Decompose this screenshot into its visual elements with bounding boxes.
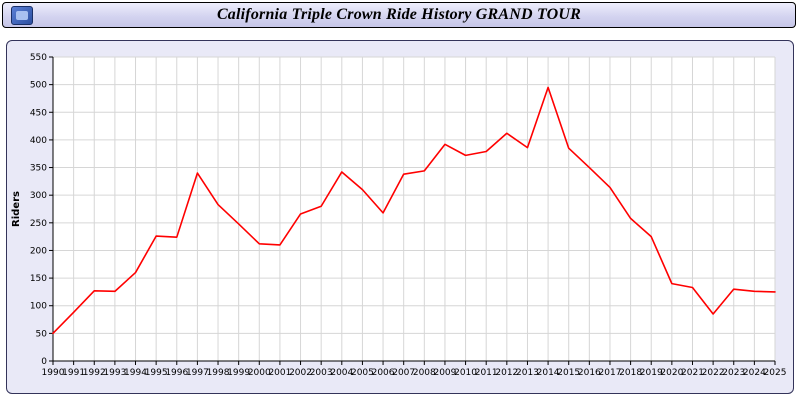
page-title: California Triple Crown Ride History GRA… xyxy=(216,6,582,23)
title-bar: California Triple Crown Ride History GRA… xyxy=(2,2,796,28)
svg-text:2022: 2022 xyxy=(702,368,725,378)
svg-text:2006: 2006 xyxy=(372,368,395,378)
svg-text:2000: 2000 xyxy=(248,368,271,378)
svg-text:2011: 2011 xyxy=(475,368,498,378)
svg-text:400: 400 xyxy=(30,136,47,146)
svg-text:2016: 2016 xyxy=(578,368,601,378)
chart-panel: 0 50 100 150 200 250 300 350 400 450 500 550 1990 199… xyxy=(6,40,794,394)
svg-text:1993: 1993 xyxy=(103,368,126,378)
svg-text:2021: 2021 xyxy=(681,368,704,378)
svg-text:300: 300 xyxy=(30,191,47,201)
svg-text:350: 350 xyxy=(30,164,47,174)
svg-text:2010: 2010 xyxy=(454,368,477,378)
svg-text:1992: 1992 xyxy=(83,368,106,378)
svg-text:2024: 2024 xyxy=(743,368,766,378)
svg-text:2003: 2003 xyxy=(310,368,333,378)
svg-text:2017: 2017 xyxy=(599,368,622,378)
svg-text:1991: 1991 xyxy=(62,368,85,378)
svg-text:1999: 1999 xyxy=(227,368,250,378)
svg-text:1998: 1998 xyxy=(207,368,230,378)
svg-text:2002: 2002 xyxy=(289,368,312,378)
svg-text:1996: 1996 xyxy=(165,368,188,378)
svg-text:200: 200 xyxy=(30,246,47,256)
svg-text:2023: 2023 xyxy=(722,368,745,378)
svg-text:50: 50 xyxy=(36,329,48,339)
svg-text:1990: 1990 xyxy=(42,368,65,378)
svg-text:2020: 2020 xyxy=(660,368,683,378)
svg-text:2001: 2001 xyxy=(268,368,291,378)
svg-text:150: 150 xyxy=(30,274,47,284)
app-icon xyxy=(11,6,33,25)
svg-text:550: 550 xyxy=(30,53,47,63)
svg-text:500: 500 xyxy=(30,81,47,91)
svg-text:2015: 2015 xyxy=(557,368,580,378)
svg-text:2005: 2005 xyxy=(351,368,374,378)
svg-text:2012: 2012 xyxy=(495,368,518,378)
chart-svg: 0501001502002503003504004505005501990199… xyxy=(11,53,787,378)
svg-text:2008: 2008 xyxy=(413,368,436,378)
svg-text:2014: 2014 xyxy=(537,368,560,378)
svg-text:2004: 2004 xyxy=(330,368,353,378)
svg-text:1994: 1994 xyxy=(124,368,147,378)
svg-text:2009: 2009 xyxy=(433,368,456,378)
svg-text:2013: 2013 xyxy=(516,368,539,378)
svg-text:1995: 1995 xyxy=(145,368,168,378)
svg-text:2007: 2007 xyxy=(392,368,415,378)
svg-text:100: 100 xyxy=(30,302,47,312)
svg-text:2018: 2018 xyxy=(619,368,642,378)
svg-text:0: 0 xyxy=(41,357,47,367)
svg-text:2019: 2019 xyxy=(640,368,663,378)
svg-text:250: 250 xyxy=(30,219,47,229)
svg-text:450: 450 xyxy=(30,108,47,118)
svg-text:Riders: Riders xyxy=(11,191,22,227)
svg-text:1997: 1997 xyxy=(186,368,209,378)
svg-text:2025: 2025 xyxy=(764,368,787,378)
